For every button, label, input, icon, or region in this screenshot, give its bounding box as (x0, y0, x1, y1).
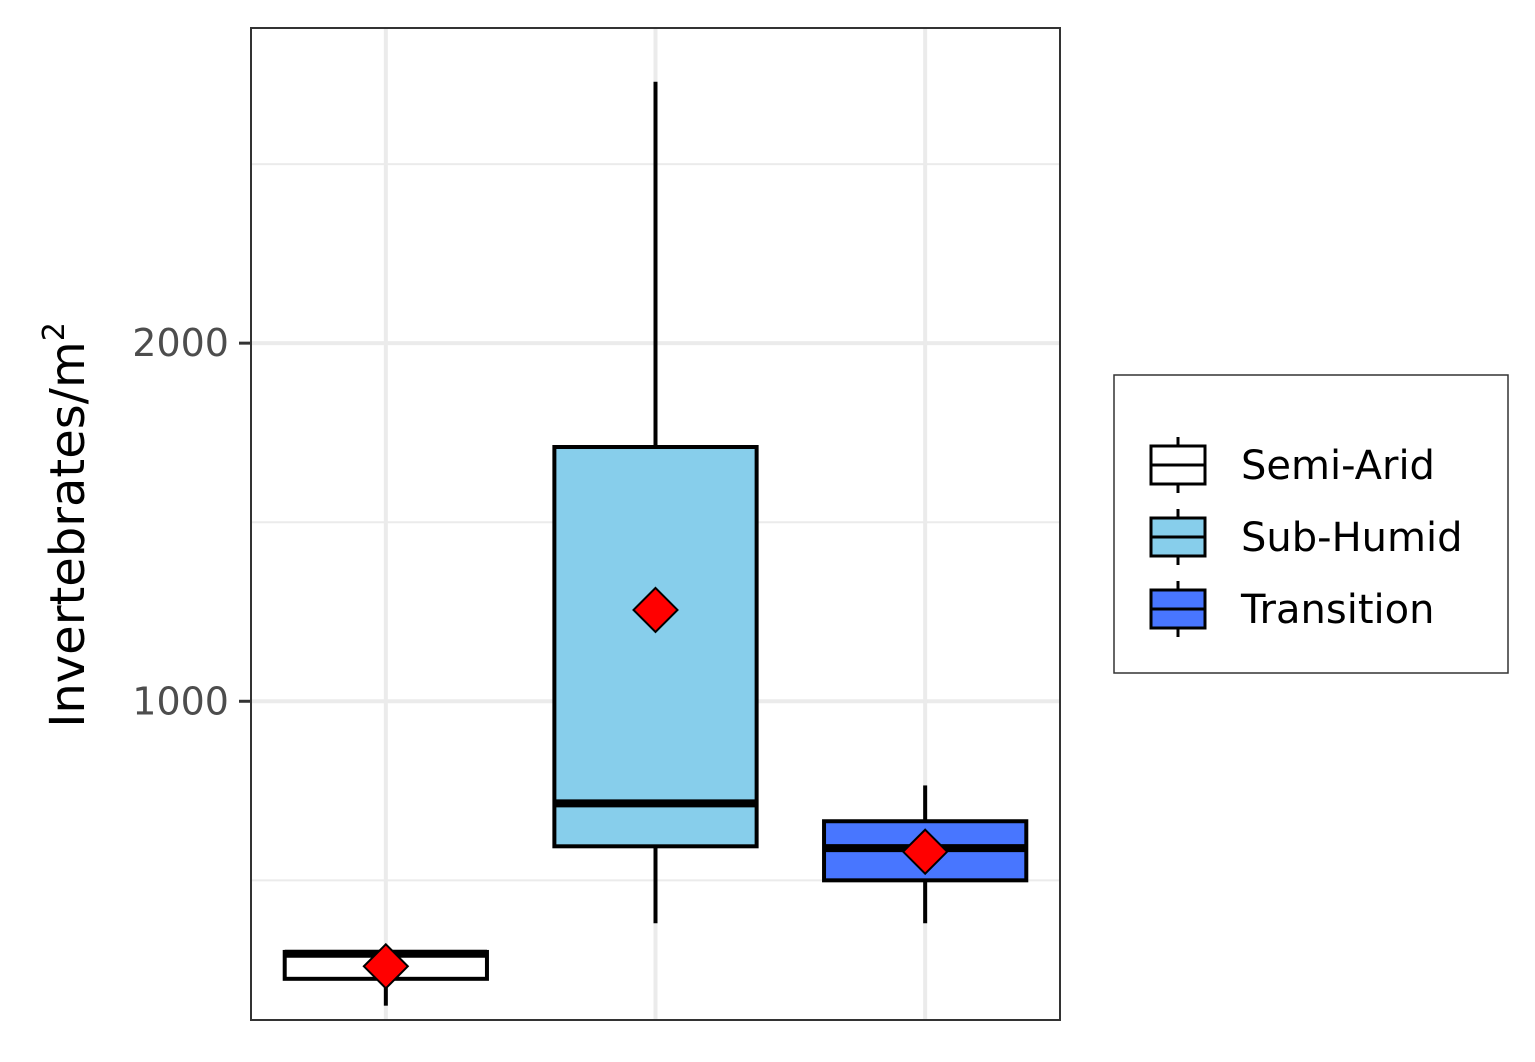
mean-diamond (632, 586, 679, 634)
legend-item-transition: Transition (1149, 581, 1434, 637)
y-tick-label: 2000 (132, 321, 229, 365)
box-semi-arid (282, 942, 489, 1006)
box-transition (822, 785, 1029, 924)
mean-diamond (362, 942, 410, 990)
legend-label: Sub-Humid (1241, 515, 1462, 561)
legend-label: Transition (1240, 587, 1434, 633)
legend: Semi-Arid Sub-Humid Transition (1113, 374, 1509, 674)
boxes (282, 81, 1029, 1006)
legend-label: Semi-Arid (1241, 443, 1435, 489)
box-sub-humid (552, 81, 759, 924)
box-body (552, 445, 759, 849)
plot-panel-border (250, 27, 1061, 1021)
y-axis-title: Invertebrates/m2 (37, 322, 96, 728)
legend-item-sub-humid: Sub-Humid (1149, 509, 1462, 565)
y-axis-title-superscript: 2 (37, 322, 72, 341)
y-tick-label: 1000 (132, 679, 229, 723)
mean-diamond (901, 828, 949, 876)
y-axis-title-text: Invertebrates/m (40, 341, 96, 728)
y-axis: 1000 2000 (132, 321, 251, 723)
legend-item-semi-arid: Semi-Arid (1149, 437, 1435, 493)
